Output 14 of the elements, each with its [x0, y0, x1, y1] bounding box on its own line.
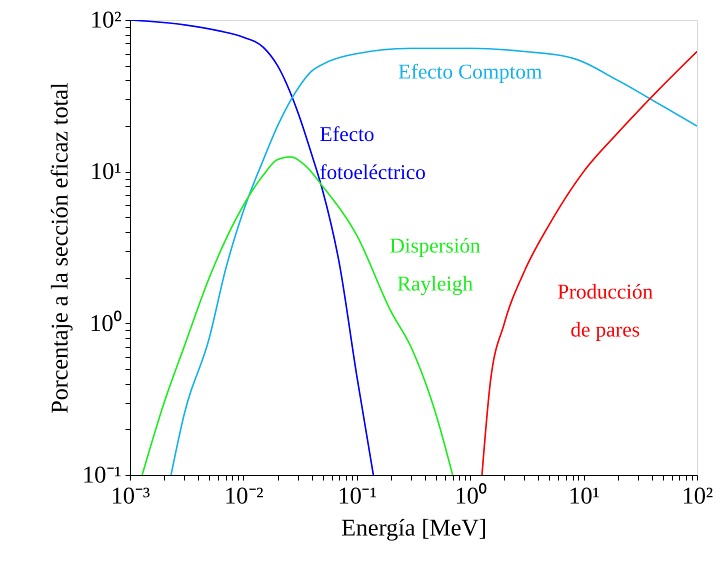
x-tick-label: 10⁰: [454, 482, 487, 510]
series-label: Dispersión Rayleigh: [390, 234, 482, 296]
x-tick-label: 10²: [682, 484, 714, 510]
y-axis-title: Porcentaje a la sección eficaz total: [47, 82, 74, 414]
x-axis-title: Energía [MeV]: [341, 516, 487, 542]
x-tick-label: 10⁻²: [224, 484, 264, 510]
y-tick-label: 10⁰: [90, 310, 122, 337]
x-tick-label: 10⁻¹: [338, 484, 377, 510]
y-tick-label: 10¹: [90, 159, 122, 186]
y-tick-label: 10²: [90, 8, 122, 34]
series-label: Efecto Comptom: [398, 60, 542, 84]
series-label: Efecto fotoeléctrico: [320, 122, 426, 184]
series-label: Producción de pares: [557, 279, 654, 342]
x-tick-label: 10¹: [568, 484, 600, 510]
